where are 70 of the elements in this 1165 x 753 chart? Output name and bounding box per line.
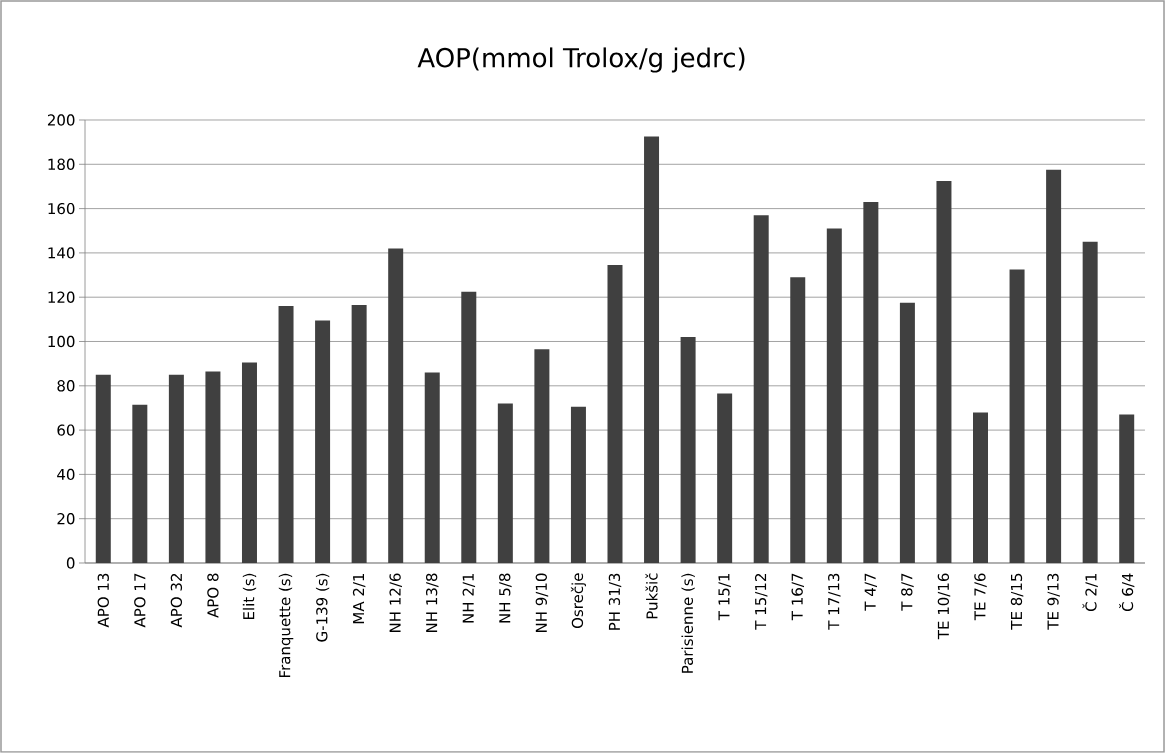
bar xyxy=(899,302,915,563)
y-tick-label: 60 xyxy=(57,424,75,436)
bar xyxy=(388,248,404,563)
x-tick-label: APO 17 xyxy=(134,573,146,628)
bar xyxy=(717,393,733,563)
bar xyxy=(790,277,806,563)
x-tick-label: T 16/7 xyxy=(791,573,805,621)
x-tick-label: Parisienne (s) xyxy=(681,573,695,673)
y-tick-label: 200 xyxy=(47,114,75,126)
y-tick-label: 40 xyxy=(57,468,75,481)
x-tick-label: NH 13/8 xyxy=(425,573,439,633)
y-tick-label: 20 xyxy=(57,513,75,525)
y-tick-label: 0 xyxy=(66,557,75,569)
x-tick-label: T 8/7 xyxy=(901,573,914,611)
x-tick-label: T 15/1 xyxy=(718,573,731,621)
x-tick-label: NH 5/8 xyxy=(499,573,512,623)
bar xyxy=(680,337,696,563)
bar xyxy=(461,291,477,563)
x-tick-label: APO 32 xyxy=(170,574,183,628)
bar xyxy=(1046,169,1062,563)
bar xyxy=(863,201,879,563)
x-tick-label: TE 7/6 xyxy=(974,573,987,621)
y-tick-label: 140 xyxy=(48,247,75,259)
x-tick-label: TE 10/16 xyxy=(937,573,951,640)
x-tick-label: T 17/13 xyxy=(828,573,841,630)
x-tick-label: Elit (s) xyxy=(242,573,257,620)
x-tick-label: Osrečje xyxy=(570,573,586,629)
bar xyxy=(168,374,184,563)
x-tick-label: Pukšič xyxy=(645,573,658,619)
bar xyxy=(534,349,550,563)
x-tick-label: PH 31/3 xyxy=(608,573,622,630)
bar xyxy=(278,306,294,563)
y-tick-label: 80 xyxy=(57,380,75,392)
chart-title: AOP(mmol Trolox/g jedrc) xyxy=(417,47,745,73)
bar xyxy=(1119,414,1135,563)
bar xyxy=(973,412,988,563)
x-tick-label: TE 9/13 xyxy=(1047,573,1060,630)
y-tick-label: 160 xyxy=(48,202,75,215)
bar xyxy=(132,404,148,563)
bar xyxy=(315,320,331,563)
bar xyxy=(95,374,111,563)
x-tick-label: T 4/7 xyxy=(864,573,878,611)
x-tick-label: NH 9/10 xyxy=(535,573,549,633)
bar xyxy=(1082,241,1098,563)
bar xyxy=(205,371,221,563)
bar xyxy=(351,304,367,563)
x-tick-label: G-139 (s) xyxy=(315,573,330,642)
x-tick-label: NH 12/6 xyxy=(389,573,402,633)
x-tick-label: Franquette (s) xyxy=(278,573,294,677)
bar xyxy=(936,180,952,563)
y-tick-label: 120 xyxy=(48,291,75,303)
x-tick-label: T 15/12 xyxy=(754,574,768,630)
bar xyxy=(826,228,842,563)
bar xyxy=(644,136,660,563)
bar xyxy=(570,406,586,563)
bar xyxy=(241,362,257,563)
x-tick-label: Č 2/1 xyxy=(1082,573,1098,612)
bar xyxy=(424,372,440,563)
y-tick-label: 180 xyxy=(48,158,75,170)
x-tick-label: TE 8/15 xyxy=(1010,573,1024,630)
x-tick-label: NH 2/1 xyxy=(462,573,476,623)
x-tick-label: APO 8 xyxy=(207,573,219,618)
x-tick-label: APO 13 xyxy=(97,573,109,628)
x-tick-label: MA 2/1 xyxy=(352,573,366,624)
y-tick-label: 100 xyxy=(48,335,75,348)
x-tick-label: Č 6/4 xyxy=(1119,573,1135,612)
bar xyxy=(497,403,513,563)
bar xyxy=(607,265,623,563)
bar xyxy=(1009,269,1025,563)
bar xyxy=(753,215,769,563)
